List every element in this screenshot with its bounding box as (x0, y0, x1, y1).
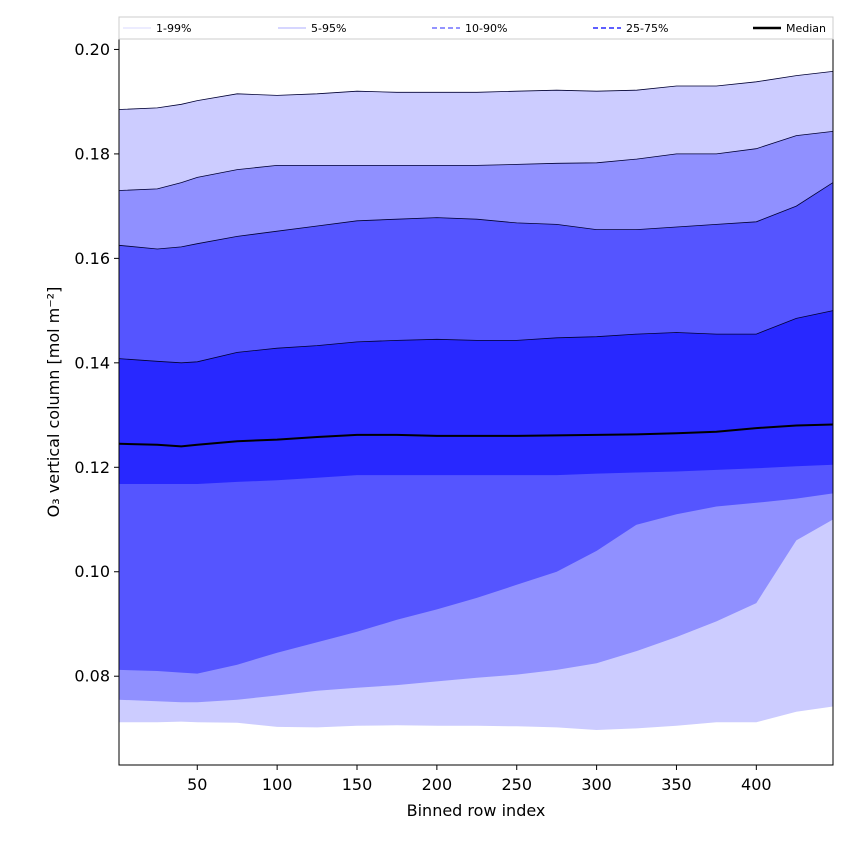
legend-frame (118, 16, 834, 40)
y-tick-label: 0.16 (74, 249, 110, 268)
legend-label-median: Median (786, 22, 826, 35)
legend: 1-99% 5-95% 10-90% 25-75% Median (118, 16, 834, 40)
x-tick-label: 300 (581, 775, 612, 794)
band-10-90-upper-edge (118, 182, 834, 250)
median-line (118, 423, 834, 448)
band-25-75 (119, 310, 833, 484)
x-tick-label: 200 (422, 775, 453, 794)
x-tick-label: 400 (741, 775, 772, 794)
x-axis-label: Binned row index (407, 801, 546, 820)
x-tick-label: 150 (342, 775, 373, 794)
y-tick-label: 0.12 (74, 458, 110, 477)
x-tick-label: 50 (187, 775, 207, 794)
legend-label-5-95: 5-95% (311, 22, 346, 35)
x-tick-label: 100 (262, 775, 293, 794)
legend-label-1-99: 1-99% (156, 22, 191, 35)
y-tick-label: 0.20 (74, 40, 110, 59)
y-tick-label: 0.18 (74, 144, 110, 163)
y-tick-label: 0.14 (74, 353, 110, 372)
legend-label-25-75: 25-75% (626, 22, 668, 35)
y-tick-label: 0.10 (74, 562, 110, 581)
band-25-75-upper-edge (118, 310, 834, 364)
plot-area (118, 71, 834, 730)
x-tick-label: 250 (501, 775, 532, 794)
y-tick-label: 0.08 (74, 667, 110, 686)
x-tick-label: 350 (661, 775, 692, 794)
legend-label-10-90: 10-90% (465, 22, 507, 35)
y-axis-label: O₃ vertical column [mol m⁻²] (44, 287, 63, 518)
y-axis: 0.08 0.10 0.12 0.14 0.16 0.18 0.20 (74, 40, 119, 686)
band-5-95-upper-edge (118, 131, 834, 191)
band-1-99-upper-edge (118, 71, 834, 110)
x-axis: 50 100 150 200 250 300 350 400 (187, 765, 772, 794)
